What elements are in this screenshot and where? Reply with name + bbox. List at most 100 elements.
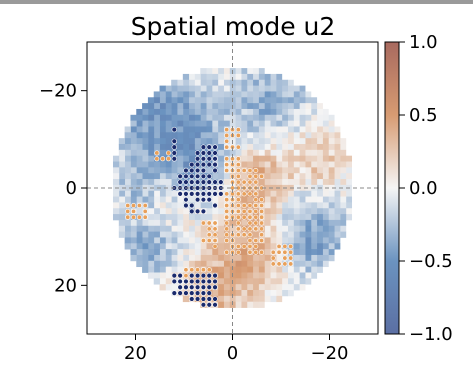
heatmap-cell (322, 173, 329, 180)
y-axis-ticks: −20 0 20 (39, 81, 87, 296)
heatmap-cell (165, 196, 172, 203)
heatmap-cell (177, 103, 184, 110)
negative-marker-dot (200, 272, 207, 279)
negative-marker-dot (183, 196, 189, 203)
heatmap-cell (194, 144, 201, 151)
positive-marker-dot (276, 261, 282, 267)
heatmap-cell (328, 138, 335, 145)
heatmap-cell (142, 254, 149, 262)
heatmap-cell (223, 149, 230, 157)
heatmap-cell (287, 237, 294, 244)
heatmap-cell (305, 272, 312, 279)
negative-marker-dot (194, 167, 201, 174)
heatmap-cell (252, 266, 259, 273)
heatmap-cell (118, 167, 126, 174)
heatmap-cell (264, 284, 271, 291)
heatmap-cell (217, 249, 224, 256)
heatmap-cell (147, 272, 155, 279)
heatmap-cell (299, 91, 306, 98)
heatmap-cell (130, 167, 137, 174)
heatmap-cell (159, 254, 166, 262)
positive-marker-dot (142, 203, 148, 209)
heatmap-cell (287, 149, 294, 157)
heatmap-cell (188, 219, 195, 227)
positive-marker-dot (224, 220, 230, 226)
heatmap-cell (159, 231, 166, 238)
heatmap-cell (159, 284, 166, 291)
negative-marker-dot (189, 161, 195, 168)
heatmap-cell (299, 97, 306, 104)
heatmap-cell (270, 108, 277, 116)
heatmap-cell (130, 173, 137, 180)
heatmap-cell (305, 149, 312, 157)
heatmap-cell (345, 161, 353, 168)
heatmap-cell (159, 237, 166, 244)
heatmap-cell (147, 190, 155, 197)
heatmap-cell (299, 132, 306, 139)
heatmap-cell (322, 196, 329, 203)
heatmap-cell (229, 295, 236, 303)
heatmap-cell (328, 214, 335, 221)
heatmap-cell (299, 120, 306, 127)
heatmap-cell (281, 167, 288, 174)
heatmap-cell (182, 132, 190, 139)
heatmap-cell (188, 149, 195, 157)
heatmap-cell (223, 301, 230, 308)
heatmap-cell (264, 155, 271, 162)
heatmap-cell (112, 155, 120, 162)
heatmap-cell (200, 202, 207, 209)
negative-marker-dot (218, 191, 224, 197)
heatmap-cell (217, 254, 224, 262)
heatmap-cell (270, 138, 277, 145)
heatmap-cell (258, 155, 265, 162)
heatmap-cell (188, 73, 195, 81)
heatmap-cell (142, 196, 149, 203)
heatmap-cell (241, 237, 248, 244)
heatmap-cell (322, 231, 329, 238)
heatmap-cell (211, 103, 219, 110)
heatmap-cell (112, 179, 120, 186)
heatmap-cell (334, 179, 341, 186)
heatmap-cell (316, 266, 323, 273)
heatmap-cell (345, 202, 353, 209)
heatmap-cell (287, 120, 294, 127)
heatmap-cell (287, 278, 294, 285)
heatmap-cell (293, 91, 300, 98)
heatmap-cell (264, 202, 271, 209)
heatmap-cell (334, 161, 341, 168)
heatmap-cell (136, 138, 143, 145)
heatmap-cell (258, 190, 265, 197)
heatmap-cell (153, 266, 160, 273)
heatmap-cell (217, 85, 224, 92)
heatmap-cell (328, 179, 335, 186)
heatmap-cell (264, 243, 271, 250)
heatmap-cell (171, 225, 178, 232)
heatmap-cell (217, 68, 224, 75)
heatmap-cell (206, 108, 213, 116)
heatmap-cell (165, 179, 172, 186)
heatmap-cell (142, 161, 149, 168)
heatmap-cell (130, 249, 137, 256)
heatmap-cell (299, 225, 306, 232)
positive-marker-dot (253, 203, 259, 209)
negative-marker-dot (212, 191, 218, 197)
heatmap-cell (339, 155, 347, 162)
negative-marker-dot (194, 150, 201, 156)
heatmap-cell (305, 144, 312, 151)
heatmap-cell (293, 85, 300, 92)
heatmap-cell (241, 295, 248, 303)
positive-marker-dot (253, 173, 259, 179)
heatmap-cell (223, 290, 230, 297)
heatmap-cell (246, 260, 254, 268)
heatmap-cell (118, 155, 126, 162)
heatmap-cell (229, 219, 236, 227)
heatmap-cell (310, 214, 318, 221)
negative-marker-dot (183, 191, 189, 197)
heatmap-cell (252, 301, 259, 308)
heatmap-cell (194, 103, 201, 110)
heatmap-cell (339, 190, 347, 197)
heatmap-cell (252, 144, 259, 151)
heatmap-cell (339, 138, 347, 145)
heatmap-cell (293, 167, 300, 174)
heatmap-cell (177, 85, 184, 92)
